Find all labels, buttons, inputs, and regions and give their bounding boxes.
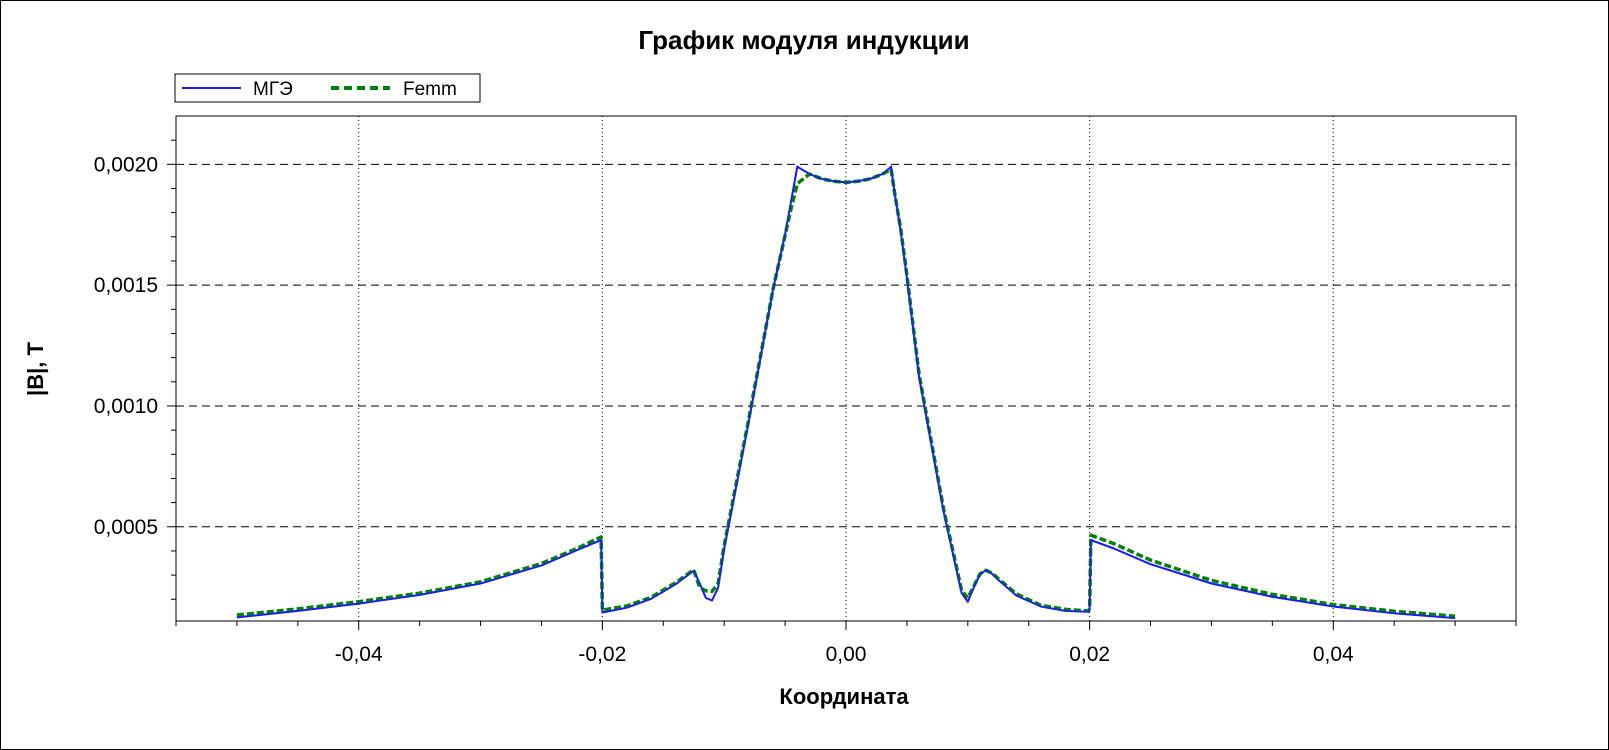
series-line-mge-overlay [236,165,1456,619]
x-axis-title: Координата [779,684,909,709]
y-tick-label: 0,0020 [94,153,158,176]
y-tick-label: 0,0015 [94,274,158,297]
y-axis-title: |B|, T [23,342,48,396]
y-tick-label: 0,0005 [94,516,158,539]
series-layer [236,165,1456,620]
legend-label-femm: Femm [403,79,457,100]
x-tick-label: 0,04 [1313,643,1354,666]
x-tick-label: 0,02 [1069,643,1110,666]
x-tick-label: -0,04 [335,643,383,666]
legend-label-mge: МГЭ [253,79,293,100]
y-tick-label: 0,0010 [94,395,158,418]
x-tick-label: 0,00 [826,643,867,666]
chart-title: График модуля индукции [638,25,969,55]
axes: -0,04 -0,02 0,00 0,02 0,04 0,0005 0,0010 0,0015… [94,115,1517,666]
legend: МГЭ Femm [174,73,481,103]
grid [176,116,1516,621]
x-tick-label: -0,02 [578,643,626,666]
